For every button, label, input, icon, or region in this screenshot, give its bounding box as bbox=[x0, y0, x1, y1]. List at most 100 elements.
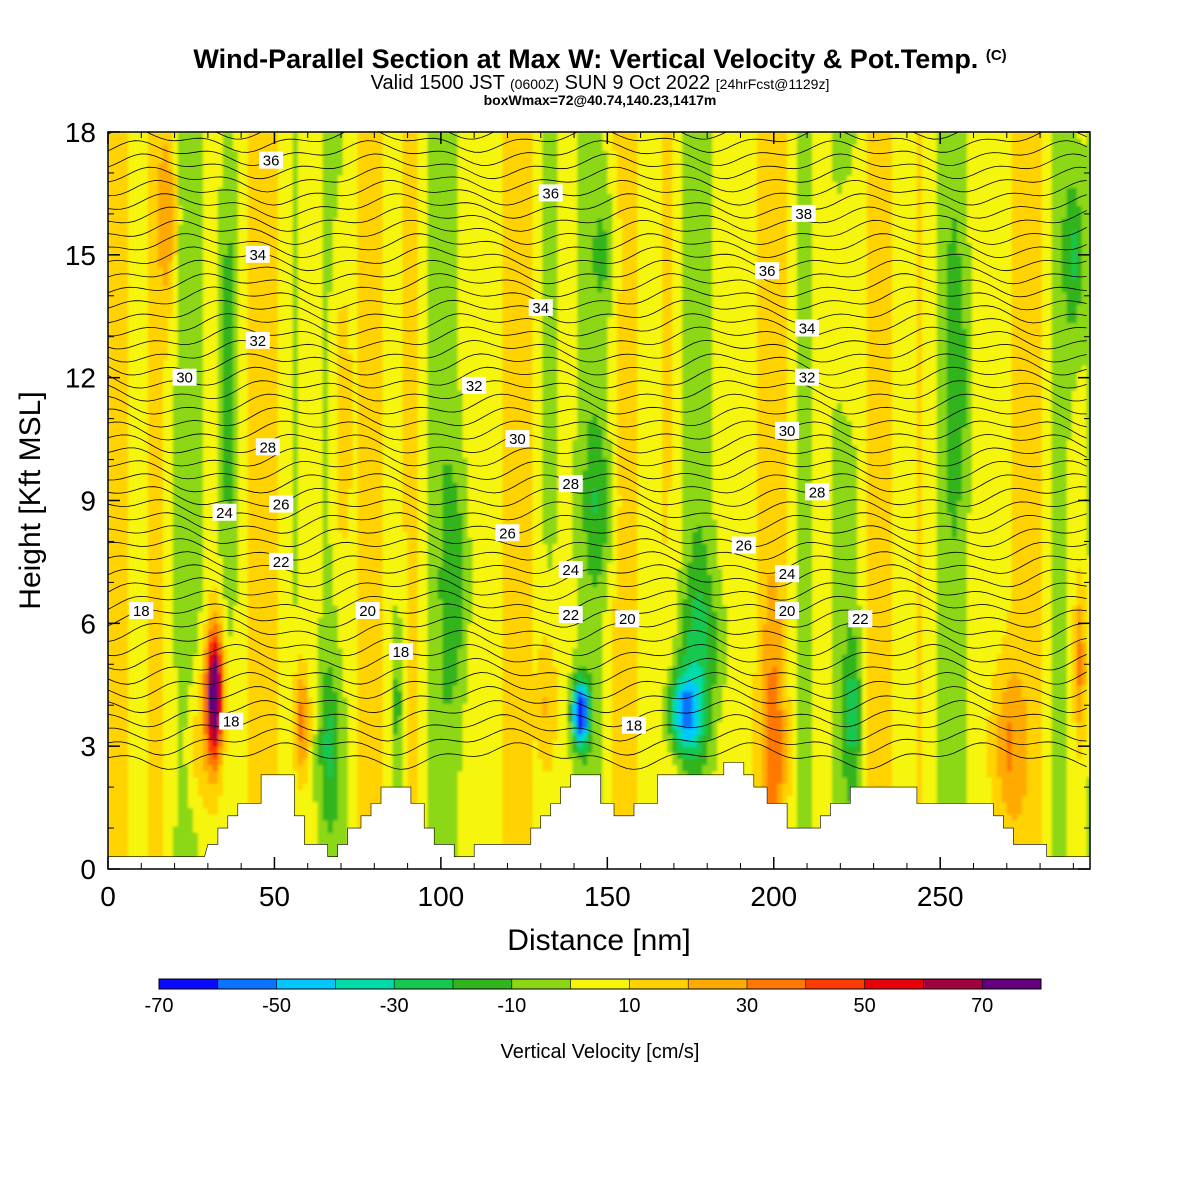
heat-cell bbox=[108, 746, 114, 753]
heat-cell bbox=[118, 451, 124, 458]
heat-cell bbox=[228, 765, 234, 772]
heat-cell bbox=[218, 636, 224, 643]
heat-cell bbox=[253, 654, 259, 661]
heat-cell bbox=[108, 531, 114, 538]
heat-cell bbox=[128, 445, 134, 452]
heat-cell bbox=[203, 672, 209, 679]
heat-cell bbox=[308, 507, 314, 514]
heat-cell bbox=[178, 697, 184, 704]
heat-cell bbox=[263, 623, 269, 630]
heat-cell bbox=[148, 629, 154, 636]
heat-cell bbox=[278, 679, 284, 686]
heat-cell bbox=[208, 445, 214, 452]
heat-cell bbox=[218, 322, 224, 329]
heat-cell bbox=[188, 746, 194, 753]
heat-cell bbox=[198, 187, 204, 194]
heat-cell bbox=[243, 746, 249, 753]
heat-cell bbox=[268, 464, 274, 471]
heat-cell bbox=[138, 642, 144, 649]
heat-cell bbox=[258, 703, 264, 710]
heat-cell bbox=[133, 138, 139, 145]
heat-cell bbox=[173, 200, 179, 207]
heat-cell bbox=[263, 715, 269, 722]
heat-cell bbox=[288, 390, 294, 397]
heat-cell bbox=[133, 261, 139, 268]
heat-cell bbox=[198, 261, 204, 268]
heat-cell bbox=[168, 783, 174, 790]
heat-cell bbox=[163, 746, 169, 753]
heat-cell bbox=[303, 181, 309, 188]
heat-cell bbox=[128, 691, 134, 698]
heat-cell bbox=[203, 685, 209, 692]
heat-cell bbox=[313, 679, 319, 686]
heat-cell bbox=[118, 629, 124, 636]
heat-cell bbox=[218, 439, 224, 446]
heat-cell bbox=[213, 593, 219, 600]
heat-cell bbox=[188, 832, 194, 839]
heat-cell bbox=[303, 187, 309, 194]
heat-cell bbox=[213, 531, 219, 538]
heat-cell bbox=[243, 795, 249, 802]
heat-cell bbox=[213, 445, 219, 452]
heat-cell bbox=[293, 654, 299, 661]
heat-cell bbox=[203, 310, 209, 317]
heat-cell bbox=[278, 310, 284, 317]
heat-cell bbox=[228, 623, 234, 630]
heat-cell bbox=[143, 316, 149, 323]
heat-cell bbox=[268, 359, 274, 366]
heat-cell bbox=[228, 304, 234, 311]
heat-cell bbox=[203, 820, 209, 827]
heat-cell bbox=[113, 292, 119, 299]
heat-cell bbox=[113, 814, 119, 821]
heat-cell bbox=[168, 611, 174, 618]
heat-cell bbox=[123, 224, 129, 231]
heat-cell bbox=[168, 310, 174, 317]
heat-cell bbox=[283, 451, 289, 458]
heat-cell bbox=[233, 648, 239, 655]
heat-cell bbox=[143, 593, 149, 600]
heat-cell bbox=[298, 494, 304, 501]
heat-cell bbox=[308, 458, 314, 465]
heat-cell bbox=[228, 316, 234, 323]
heat-cell bbox=[253, 212, 259, 219]
heat-cell bbox=[128, 758, 134, 765]
heat-cell bbox=[283, 359, 289, 366]
heat-cell bbox=[253, 286, 259, 293]
heat-cell bbox=[278, 335, 284, 342]
heat-cell bbox=[118, 832, 124, 839]
heat-cell bbox=[258, 765, 264, 772]
heat-cell bbox=[193, 728, 199, 735]
heat-cell bbox=[113, 832, 119, 839]
heat-cell bbox=[278, 765, 284, 772]
heat-cell bbox=[233, 679, 239, 686]
heat-cell bbox=[293, 765, 299, 772]
heat-cell bbox=[213, 488, 219, 495]
heat-cell bbox=[153, 537, 159, 544]
heat-cell bbox=[208, 230, 214, 237]
heat-cell bbox=[228, 396, 234, 403]
heat-cell bbox=[133, 537, 139, 544]
heat-cell bbox=[123, 249, 129, 256]
heat-cell bbox=[253, 384, 259, 391]
heat-cell bbox=[123, 654, 129, 661]
heat-cell bbox=[288, 365, 294, 372]
heat-cell bbox=[108, 715, 114, 722]
heat-cell bbox=[198, 660, 204, 667]
heat-cell bbox=[108, 187, 114, 194]
heat-cell bbox=[263, 703, 269, 710]
heat-cell bbox=[293, 586, 299, 593]
heat-cell bbox=[298, 672, 304, 679]
heat-cell bbox=[173, 562, 179, 569]
heat-cell bbox=[288, 765, 294, 772]
heat-cell bbox=[108, 844, 114, 851]
heat-cell bbox=[228, 666, 234, 673]
heat-cell bbox=[253, 273, 259, 280]
heat-cell bbox=[123, 685, 129, 692]
heat-cell bbox=[113, 243, 119, 250]
heat-cell bbox=[238, 206, 244, 213]
heat-cell bbox=[298, 808, 304, 815]
heat-cell bbox=[123, 746, 129, 753]
heat-cell bbox=[123, 427, 129, 434]
heat-cell bbox=[108, 789, 114, 796]
heat-cell bbox=[298, 157, 304, 164]
